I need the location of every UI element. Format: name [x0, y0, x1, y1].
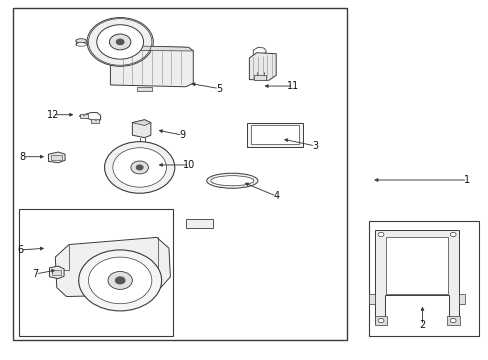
- Bar: [368, 221, 478, 336]
- Text: 10: 10: [183, 160, 195, 170]
- Bar: [185, 220, 212, 228]
- Bar: [52, 270, 61, 275]
- Bar: [80, 114, 88, 118]
- Circle shape: [116, 39, 124, 45]
- Circle shape: [87, 18, 153, 66]
- Ellipse shape: [76, 39, 86, 43]
- Circle shape: [136, 165, 143, 170]
- Text: 8: 8: [20, 152, 26, 162]
- Circle shape: [131, 161, 148, 174]
- Ellipse shape: [206, 173, 257, 188]
- Polygon shape: [49, 266, 64, 279]
- Text: 4: 4: [273, 191, 279, 201]
- Circle shape: [109, 34, 131, 50]
- Bar: [82, 114, 85, 116]
- Polygon shape: [374, 230, 458, 323]
- Text: 12: 12: [47, 110, 60, 120]
- Polygon shape: [132, 120, 151, 138]
- Bar: [91, 119, 99, 123]
- Bar: [19, 209, 172, 336]
- Circle shape: [113, 148, 166, 187]
- Bar: [385, 237, 447, 294]
- Bar: [95, 120, 97, 121]
- Polygon shape: [132, 120, 151, 126]
- Polygon shape: [458, 294, 465, 304]
- Bar: [447, 316, 459, 325]
- Circle shape: [449, 319, 455, 323]
- Circle shape: [449, 232, 455, 237]
- Circle shape: [377, 319, 383, 323]
- Text: 1: 1: [463, 175, 469, 185]
- Text: 5: 5: [216, 84, 222, 94]
- Circle shape: [108, 271, 132, 289]
- Bar: [374, 316, 386, 325]
- Polygon shape: [110, 45, 193, 51]
- Polygon shape: [249, 53, 276, 80]
- Polygon shape: [368, 294, 374, 304]
- Text: 3: 3: [311, 141, 318, 151]
- Text: 7: 7: [33, 269, 39, 279]
- Polygon shape: [137, 87, 152, 91]
- Circle shape: [115, 277, 125, 284]
- Polygon shape: [48, 152, 65, 163]
- Ellipse shape: [210, 176, 253, 186]
- Text: 9: 9: [179, 130, 185, 140]
- Polygon shape: [110, 45, 193, 87]
- Bar: [13, 8, 346, 339]
- Polygon shape: [55, 237, 170, 297]
- Circle shape: [88, 257, 152, 304]
- Bar: [246, 123, 303, 147]
- Circle shape: [79, 250, 161, 311]
- Text: 11: 11: [286, 81, 299, 91]
- Bar: [250, 126, 299, 144]
- Circle shape: [104, 141, 174, 193]
- Polygon shape: [254, 75, 266, 80]
- Circle shape: [377, 232, 383, 237]
- Bar: [51, 155, 61, 160]
- Circle shape: [97, 25, 143, 59]
- Text: 2: 2: [419, 320, 425, 330]
- Text: 6: 6: [17, 245, 23, 255]
- Ellipse shape: [76, 42, 86, 46]
